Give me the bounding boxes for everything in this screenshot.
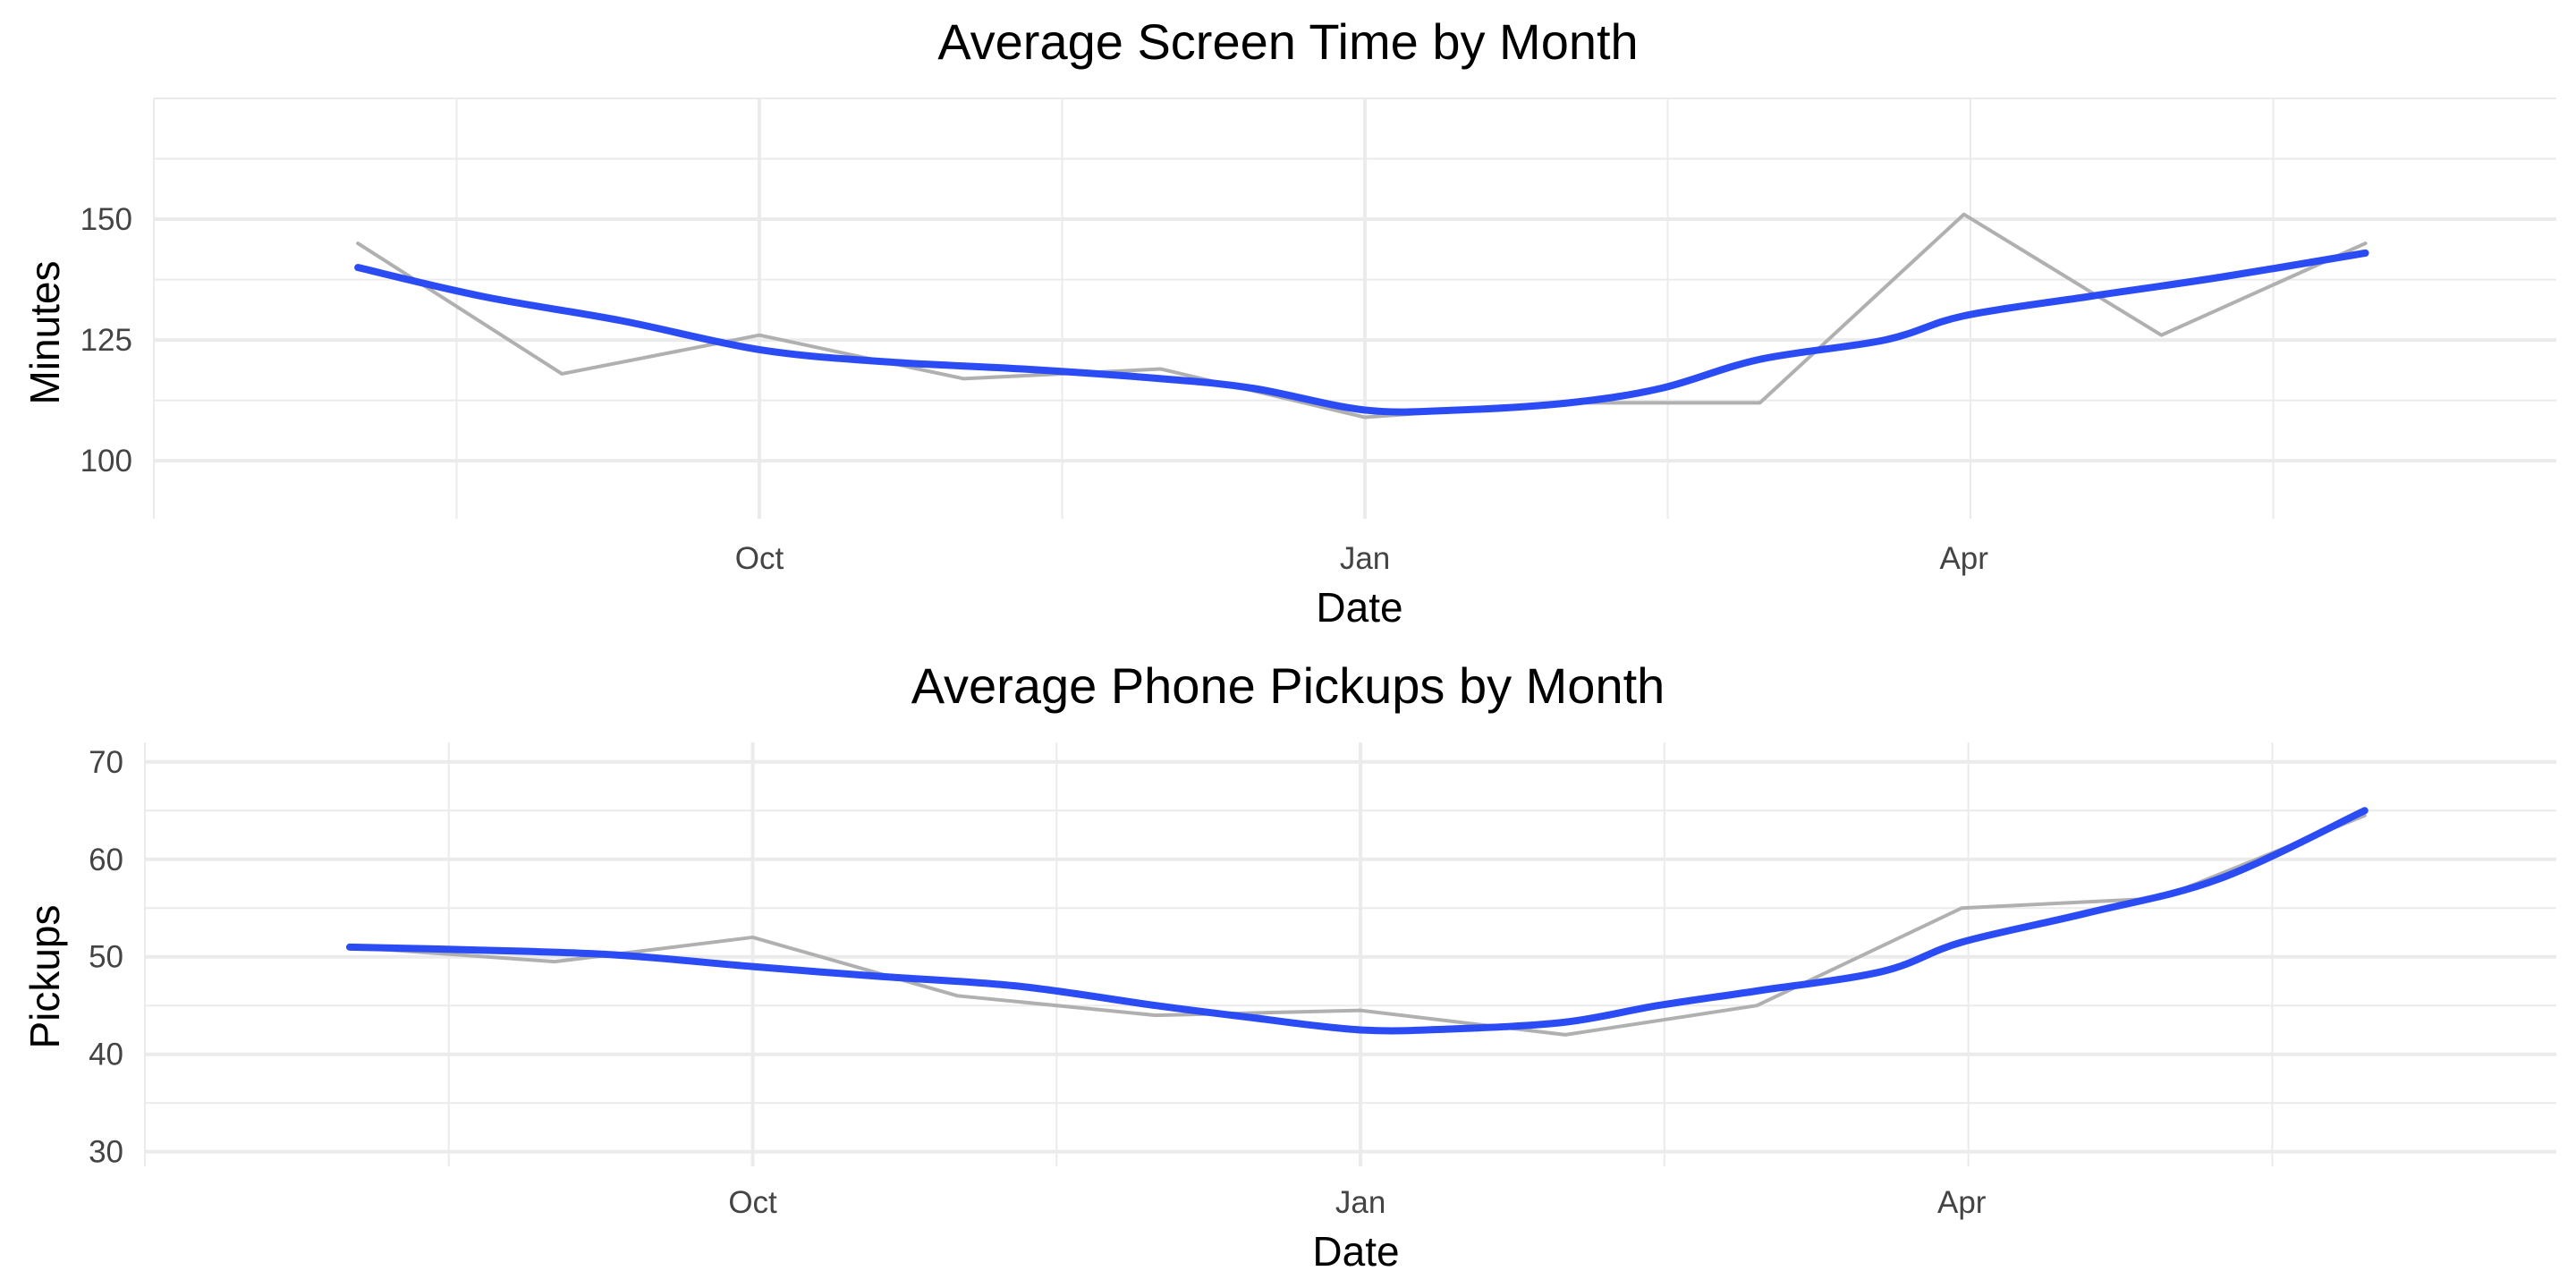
smooth-trend-line	[354, 249, 2369, 416]
x-axis-title: Date	[1312, 1228, 1400, 1275]
y-tick-label: 50	[89, 940, 123, 975]
x-tick-labels: Oct Jan Apr	[735, 541, 1988, 576]
y-tick-label: 150	[80, 202, 132, 237]
chart-title: Average Phone Pickups by Month	[911, 657, 1665, 714]
pickups-panel: Average Phone Pickups by Month 30 40 50 60 7…	[0, 644, 2576, 1288]
x-axis-title: Date	[1316, 584, 1403, 631]
monthly-average-line	[356, 212, 2368, 419]
gridlines	[144, 742, 2556, 1166]
x-tick-label: Jan	[1335, 1185, 1385, 1220]
x-tick-label: Apr	[1939, 541, 1988, 576]
screen-time-panel: Average Screen Time by Month 100 125 150 Oc…	[21, 13, 2556, 631]
y-tick-label: 100	[80, 444, 132, 479]
x-tick-label: Oct	[728, 1185, 777, 1220]
smooth-trend-line	[345, 807, 2368, 1035]
x-tick-label: Apr	[1937, 1185, 1987, 1220]
screen-time-chart: 100 125 150 Oct Jan Apr	[80, 97, 2556, 576]
x-tick-label: Oct	[735, 541, 784, 576]
y-tick-label: 60	[89, 843, 123, 877]
gridlines	[153, 97, 2556, 519]
y-axis-title: Pickups	[21, 904, 68, 1049]
y-axis-title: Minutes	[21, 260, 68, 405]
y-tick-label: 70	[89, 745, 123, 780]
y-tick-label: 30	[89, 1135, 123, 1170]
y-tick-label: 125	[80, 323, 132, 358]
chart-title: Average Screen Time by Month	[937, 13, 1639, 70]
monthly-average-line	[347, 813, 2367, 1037]
pickups-chart: 30 40 50 60 70 Oct Jan Apr	[89, 742, 2556, 1220]
y-tick-labels: 30 40 50 60 70	[89, 745, 123, 1170]
x-tick-labels: Oct Jan Apr	[728, 1185, 1986, 1220]
y-tick-labels: 100 125 150	[80, 202, 132, 479]
x-tick-label: Jan	[1340, 541, 1390, 576]
y-tick-label: 40	[89, 1038, 123, 1072]
